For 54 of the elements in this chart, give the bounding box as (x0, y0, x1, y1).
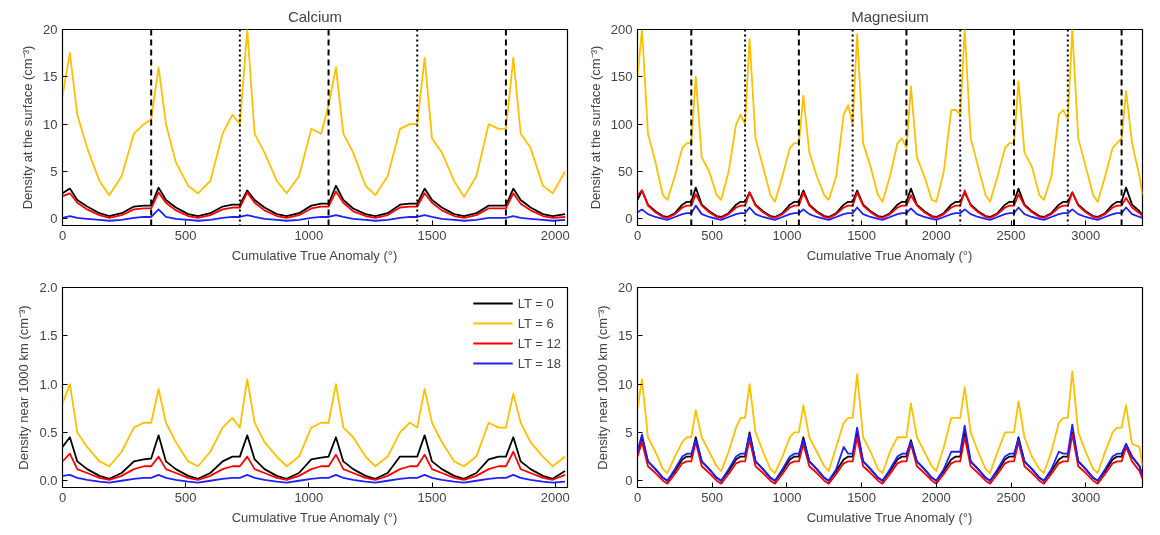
x-tick-label: 2500 (996, 227, 1026, 243)
y-tick-label: 0 (625, 473, 633, 489)
x-tick-label: 1000 (294, 227, 324, 243)
y-tick-label: 20 (618, 280, 633, 295)
x-tick-label: 3000 (1071, 227, 1101, 243)
x-tick-label: 500 (701, 489, 724, 505)
x-tick-label: 1000 (294, 489, 324, 505)
x-tick-label: 500 (701, 227, 724, 243)
y-axis-title: Density at the surface (cm⁻³) (20, 45, 36, 210)
y-axis-title: Density near 1000 km (cm⁻³) (595, 305, 611, 470)
x-tick-label: 500 (174, 489, 197, 505)
x-tick-label: 1500 (417, 489, 447, 505)
chart-title: Magnesium (851, 7, 929, 25)
x-tick-label: 1500 (847, 489, 877, 505)
x-tick-label: 1000 (772, 489, 802, 505)
x-tick-label: 2000 (921, 227, 951, 243)
x-tick-label: 2000 (540, 227, 570, 243)
x-axis-title: Cumulative True Anomaly (°) (231, 509, 398, 525)
y-tick-label: 5 (625, 424, 633, 440)
y-tick-label: 0.5 (39, 424, 58, 440)
legend-label: LT = 12 (517, 335, 561, 351)
y-tick-label: 0 (50, 211, 58, 227)
x-tick-label: 2000 (921, 489, 951, 505)
x-tick-label: 500 (174, 227, 197, 243)
y-tick-label: 200 (610, 22, 633, 37)
y-tick-label: 10 (43, 116, 58, 132)
x-tick-label: 2500 (996, 489, 1026, 505)
x-tick-label: 1500 (417, 227, 447, 243)
legend-label: LT = 6 (517, 315, 554, 331)
y-axis-title: Density near 1000 km (cm⁻³) (16, 305, 32, 470)
y-axis-title: Density at the surface (cm⁻³) (587, 45, 603, 210)
y-tick-label: 2.0 (39, 280, 58, 295)
x-axis-title: Cumulative True Anomaly (°) (806, 247, 973, 263)
y-tick-label: 0 (625, 211, 633, 227)
y-tick-label: 1.0 (39, 376, 58, 392)
y-tick-label: 15 (43, 69, 58, 85)
x-tick-label: 2000 (540, 489, 570, 505)
x-axis-title: Cumulative True Anomaly (°) (806, 509, 973, 525)
y-tick-label: 0.0 (39, 473, 58, 489)
y-tick-label: 5 (50, 164, 58, 180)
x-tick-label: 1500 (847, 227, 877, 243)
y-tick-label: 100 (610, 116, 633, 132)
legend-label: LT = 0 (517, 295, 554, 311)
x-tick-label: 3000 (1071, 489, 1101, 505)
chart-title: Calcium (287, 7, 343, 25)
y-tick-label: 150 (610, 69, 633, 85)
y-tick-label: 20 (43, 22, 58, 37)
x-axis-title: Cumulative True Anomaly (°) (231, 247, 398, 263)
y-tick-label: 10 (618, 376, 633, 392)
legend-label: LT = 18 (517, 355, 561, 371)
x-tick-label: 1000 (772, 227, 802, 243)
y-tick-label: 50 (618, 164, 633, 180)
y-tick-label: 15 (618, 328, 633, 344)
y-tick-label: 1.5 (39, 328, 58, 344)
